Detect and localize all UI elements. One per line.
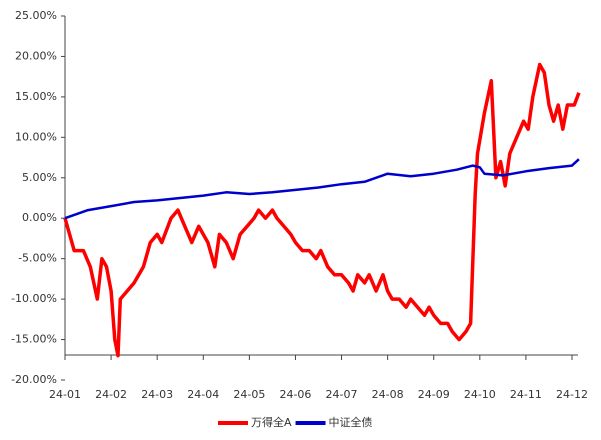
x-tick-label: 24-12 (556, 388, 588, 401)
x-tick-label: 24-08 (372, 388, 404, 401)
y-tick-label: 15.00% (15, 90, 57, 103)
line-series (64, 158, 580, 220)
x-tick-label: 24-10 (464, 388, 496, 401)
y-tick-label: 20.00% (15, 49, 57, 62)
legend-label: 万得全A (251, 415, 292, 429)
y-tick-label: 0.00% (22, 211, 57, 224)
x-tick-label: 24-05 (233, 388, 265, 401)
x-tick-label: 24-01 (49, 388, 81, 401)
line-series (63, 62, 581, 358)
y-tick-label: 25.00% (15, 9, 57, 22)
y-tick-label: -5.00% (18, 252, 57, 265)
x-tick-label: 24-04 (187, 388, 219, 401)
x-tick-label: 24-07 (326, 388, 358, 401)
y-tick-label: 10.00% (15, 130, 57, 143)
y-tick-label: 5.00% (22, 171, 57, 184)
y-tick-label: -20.00% (11, 373, 57, 386)
x-tick-label: 24-03 (141, 388, 173, 401)
x-tick-label: 24-02 (95, 388, 127, 401)
legend-label: 中证全债 (329, 415, 373, 429)
x-tick-label: 24-11 (510, 388, 542, 401)
x-tick-label: 24-09 (418, 388, 450, 401)
y-tick-label: -15.00% (11, 333, 57, 346)
y-tick-label: -10.00% (11, 292, 57, 305)
x-tick-label: 24-06 (279, 388, 311, 401)
